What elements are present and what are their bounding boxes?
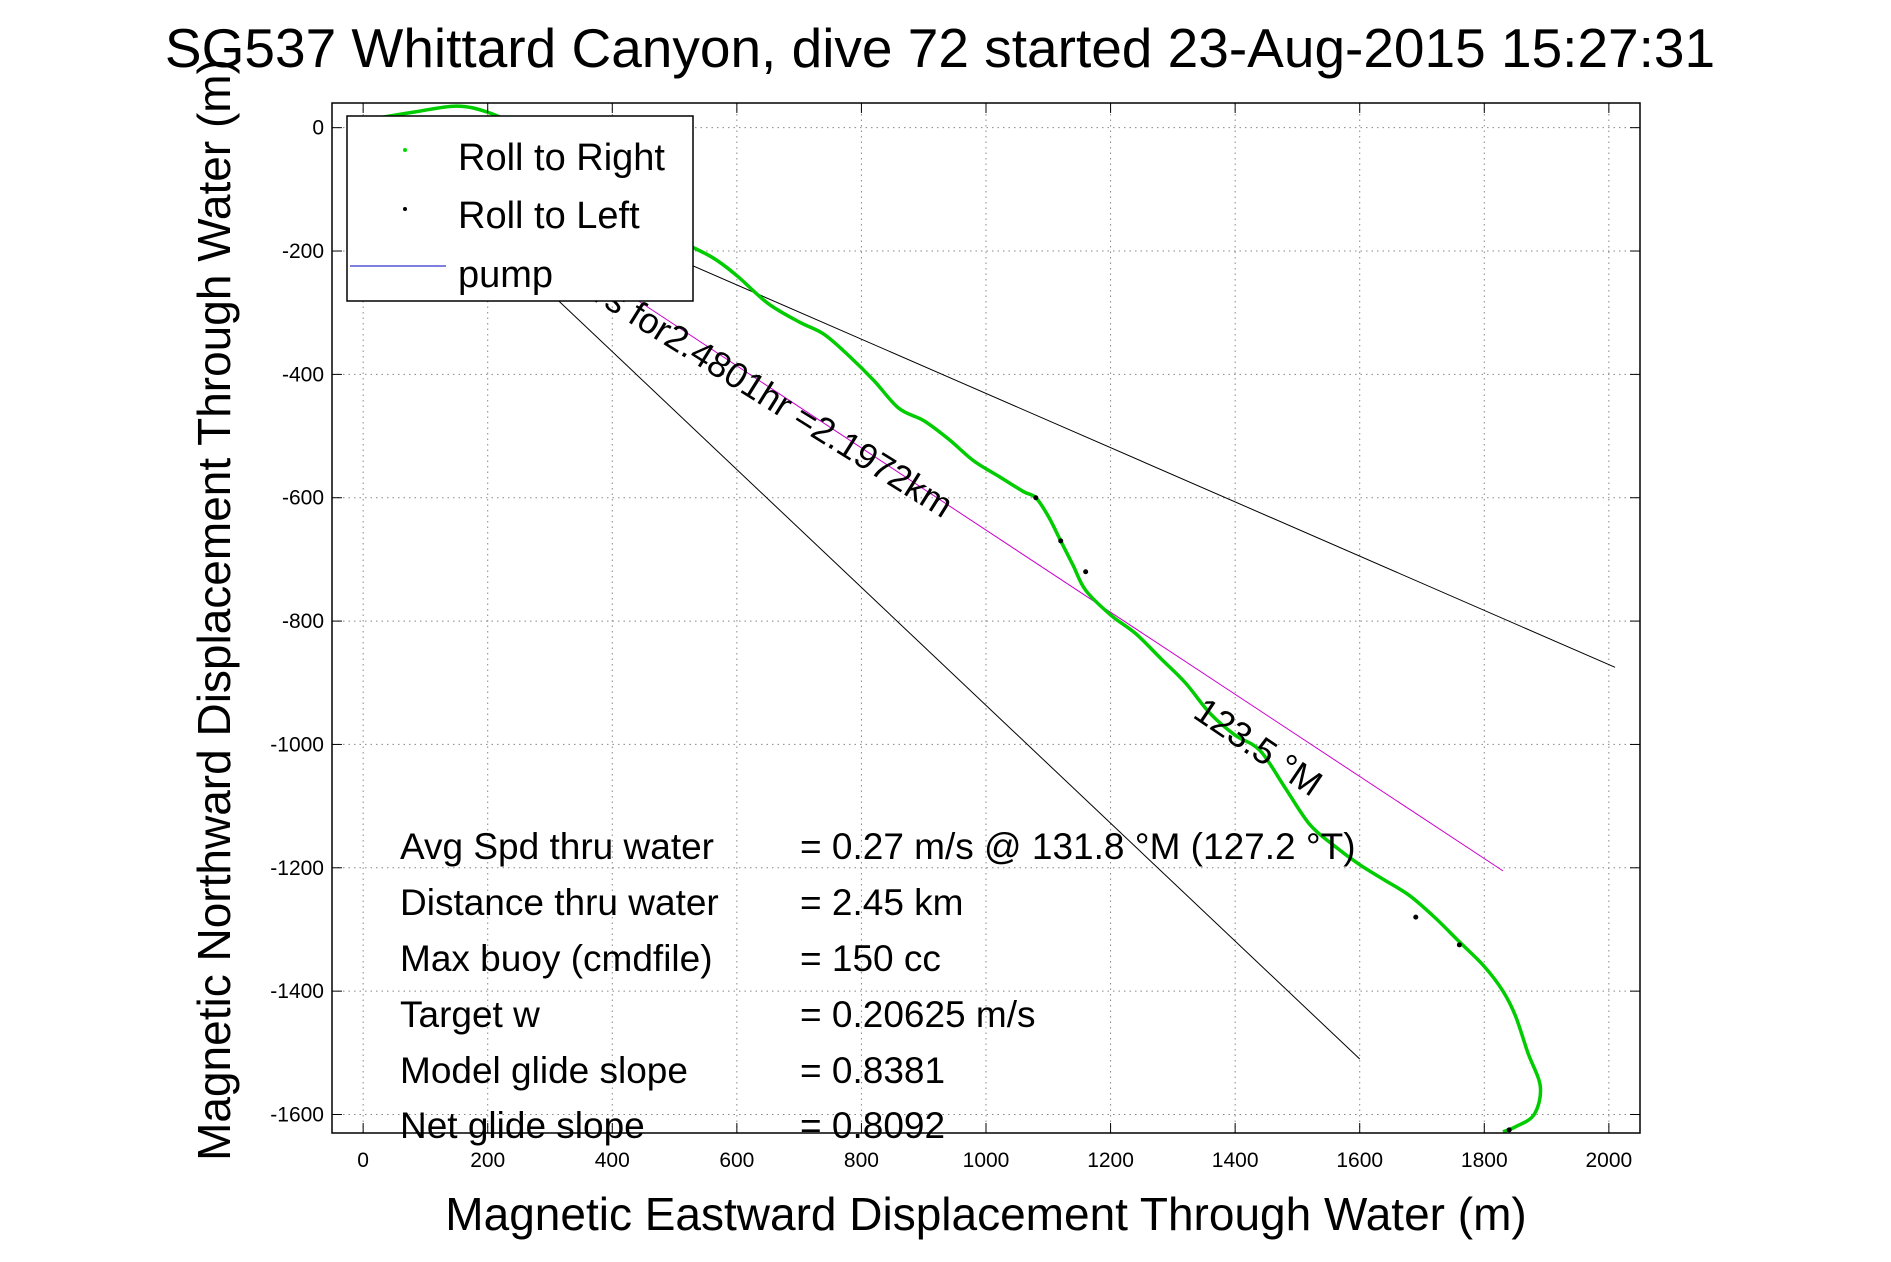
x-tick-label: 1600 xyxy=(1336,1149,1383,1172)
x-tick-label: 400 xyxy=(595,1149,630,1172)
y-axis-title: Magnetic Northward Displacement Through … xyxy=(188,59,240,1161)
stat-label: Model glide slope xyxy=(400,1050,688,1091)
y-tick-label: -1600 xyxy=(270,1103,324,1126)
stat-value: = 0.8381 xyxy=(800,1050,945,1091)
stat-label: Distance thru water xyxy=(400,882,719,923)
x-tick-label: 1000 xyxy=(963,1149,1010,1172)
x-axis-ticks: 0 200 400 600 800 1000 1200 1400 1600 1800 2000 xyxy=(357,103,1632,1172)
legend-marker-roll-right xyxy=(403,148,407,152)
stat-label: Avg Spd thru water xyxy=(400,826,714,867)
x-tick-label: 600 xyxy=(719,1149,754,1172)
legend: Roll to Right Roll to Left pump xyxy=(346,115,694,302)
chart-title: SG537 Whittard Canyon, dive 72 started 2… xyxy=(165,17,1715,79)
series-roll-left-point xyxy=(1456,942,1462,948)
y-tick-label: -400 xyxy=(282,363,324,386)
y-tick-label: -200 xyxy=(282,240,324,263)
series-roll-left-point xyxy=(1506,1127,1512,1133)
stat-label: Max buoy (cmdfile) xyxy=(400,938,713,979)
x-tick-label: 2000 xyxy=(1585,1149,1632,1172)
y-tick-label: -1400 xyxy=(270,980,324,1003)
y-tick-label: -1200 xyxy=(270,857,324,880)
x-tick-label: 1800 xyxy=(1461,1149,1508,1172)
y-tick-label: 0 xyxy=(312,117,324,140)
x-tick-label: 1400 xyxy=(1212,1149,1259,1172)
stat-value: = 0.8092 xyxy=(800,1105,945,1146)
stat-label: Target w xyxy=(400,994,540,1035)
series-roll-left-point xyxy=(1083,569,1089,575)
stat-value: = 0.27 m/s @ 131.8 °M (127.2 °T) xyxy=(800,826,1356,867)
stat-label: Net glide slope xyxy=(400,1105,645,1146)
legend-label-roll-left: Roll to Left xyxy=(458,195,640,237)
grid-lines xyxy=(332,103,1640,1133)
x-tick-label: 800 xyxy=(844,1149,879,1172)
series-roll-left-point xyxy=(1033,495,1039,501)
x-tick-label: 200 xyxy=(470,1149,505,1172)
series-roll-left-point xyxy=(1058,538,1064,544)
x-axis-title: Magnetic Eastward Displacement Through W… xyxy=(445,1188,1526,1240)
legend-marker-roll-left xyxy=(403,207,407,211)
legend-label-pump: pump xyxy=(458,254,553,296)
y-tick-label: -1000 xyxy=(270,733,324,756)
y-axis-ticks: 0 -200 -400 -600 -800 -1000 -1200 -1400 -1600 xyxy=(270,117,1640,1126)
y-tick-label: -600 xyxy=(282,487,324,510)
series-roll-left-point xyxy=(1413,914,1419,920)
stat-value: = 0.20625 m/s xyxy=(800,994,1036,1035)
x-tick-label: 1200 xyxy=(1087,1149,1134,1172)
x-tick-label: 0 xyxy=(357,1149,369,1172)
stat-value: = 150 cc xyxy=(800,938,941,979)
legend-label-roll-right: Roll to Right xyxy=(458,137,665,179)
stats-block: Avg Spd thru water = 0.27 m/s @ 131.8 °M… xyxy=(400,826,1356,1146)
stat-value: = 2.45 km xyxy=(800,882,964,923)
y-tick-label: -800 xyxy=(282,610,324,633)
